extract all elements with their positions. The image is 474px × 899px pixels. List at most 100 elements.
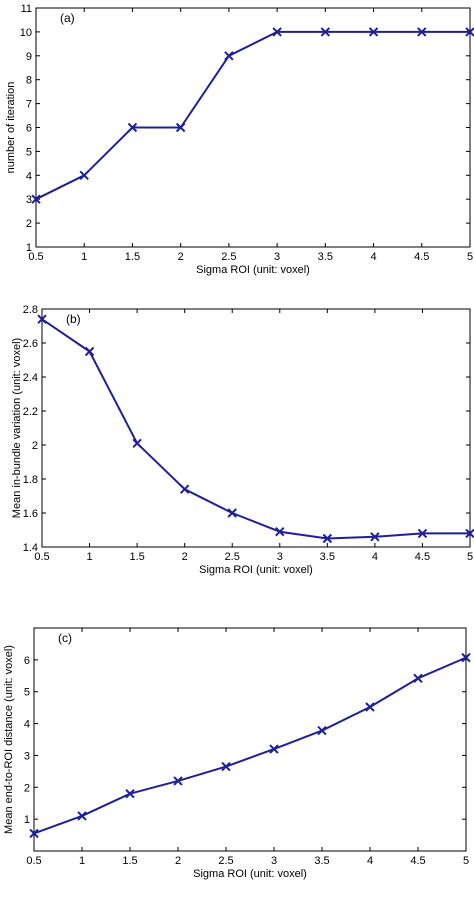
- x-tick-label-2-2: 1.5: [122, 855, 137, 867]
- y-tick-label-0-2: 3: [26, 194, 32, 206]
- y-tick-label-1-6: 2.6: [23, 338, 38, 350]
- plot-area-1: [41, 308, 471, 548]
- data-point-2-3: [173, 776, 183, 786]
- y-axis-label-1: Mean in-bundle variation (unit: voxel): [11, 338, 23, 518]
- x-tick-label-2-0: 0.5: [26, 855, 41, 867]
- x-tick-label-2-4: 2.5: [218, 855, 233, 867]
- data-point-2-0: [29, 828, 39, 839]
- x-tick-label-0-5: 3: [274, 251, 280, 263]
- data-point-0-5: [272, 27, 282, 37]
- y-tick-label-0-7: 8: [26, 75, 32, 87]
- chart-panel-2: 0.5 1 1.5 2 2.5 3 3.5 4 4.5 5 1 2 3 4 5 6 Sigma ROI (uni…: [3, 627, 471, 880]
- x-tick-label-0-6: 3.5: [318, 251, 333, 263]
- y-tick-label-0-3: 4: [26, 170, 32, 182]
- x-tick-label-0-3: 2: [178, 251, 184, 263]
- y-tick-label-0-9: 10: [20, 27, 32, 39]
- data-point-0-4: [224, 51, 234, 61]
- plot-area-2: [33, 627, 467, 852]
- y-tick-label-1-5: 2.4: [23, 372, 38, 384]
- y-tick-label-1-4: 2.2: [23, 406, 38, 418]
- x-axis-label-1: Sigma ROI (unit: voxel): [199, 564, 313, 576]
- x-tick-label-2-5: 3: [271, 855, 277, 867]
- x-tick-label-1-2: 1.5: [129, 551, 144, 563]
- y-tick-label-2-0: 1: [24, 814, 30, 826]
- x-tick-label-1-5: 3: [277, 551, 283, 563]
- panel-label-2: (c): [58, 631, 72, 645]
- y-tick-label-2-3: 4: [24, 719, 30, 731]
- data-point-2-2: [125, 788, 135, 799]
- data-point-1-0: [37, 314, 47, 324]
- x-tick-label-2-7: 4: [367, 855, 373, 867]
- data-point-1-5: [275, 526, 285, 537]
- data-point-2-4: [221, 761, 231, 772]
- x-axis-label-0: Sigma ROI (unit: voxel): [196, 264, 310, 276]
- x-tick-label-0-8: 4.5: [414, 251, 429, 263]
- y-tick-label-1-1: 1.6: [23, 508, 38, 520]
- data-point-2-7: [365, 702, 375, 712]
- y-tick-label-2-1: 2: [24, 782, 30, 794]
- y-tick-label-1-3: 2: [32, 440, 38, 452]
- y-tick-label-0-8: 9: [26, 51, 32, 63]
- x-tick-label-0-9: 5: [467, 251, 473, 263]
- y-tick-label-0-0: 1: [26, 242, 32, 254]
- data-point-0-7: [368, 27, 379, 37]
- chart-panel-1: 0.5 1 1.5 2 2.5 3 3.5 4 4.5 5 1.4 1.6 1.8 2 2.2 2.4 2.6 2…: [11, 304, 474, 576]
- x-tick-label-2-8: 4.5: [410, 855, 425, 867]
- y-tick-label-0-5: 6: [26, 123, 32, 135]
- data-point-0-6: [320, 27, 331, 37]
- y-axis-label-0: number of iteration: [5, 82, 17, 174]
- data-point-1-7: [370, 532, 380, 542]
- x-tick-label-2-3: 2: [175, 855, 181, 867]
- data-point-0-3: [175, 122, 186, 133]
- data-point-1-3: [179, 484, 190, 494]
- y-tick-label-0-1: 2: [26, 218, 32, 230]
- panel-label-0: (a): [60, 11, 75, 25]
- data-point-1-9: [465, 528, 474, 539]
- series-line-1: [41, 318, 470, 540]
- x-tick-label-1-4: 2.5: [225, 551, 240, 563]
- y-tick-label-0-6: 7: [26, 99, 32, 111]
- data-point-0-9: [465, 27, 474, 37]
- y-tick-label-2-4: 5: [24, 687, 30, 699]
- data-point-1-4: [227, 508, 237, 518]
- x-tick-label-0-4: 2.5: [221, 251, 236, 263]
- x-tick-label-2-1: 1: [79, 855, 85, 867]
- data-point-2-8: [413, 673, 423, 684]
- x-tick-label-0-7: 4: [370, 251, 376, 263]
- data-point-1-8: [417, 528, 428, 539]
- y-tick-label-0-10: 11: [21, 3, 32, 15]
- x-tick-label-1-8: 4.5: [415, 551, 430, 563]
- x-tick-label-1-1: 1: [86, 551, 92, 563]
- y-tick-label-2-2: 3: [24, 750, 30, 762]
- data-point-0-2: [127, 122, 138, 133]
- data-point-1-1: [84, 346, 95, 357]
- x-axis-label-2: Sigma ROI (unit: voxel): [193, 868, 307, 880]
- x-tick-label-1-7: 4: [372, 551, 378, 563]
- y-tick-label-1-2: 1.8: [23, 474, 38, 486]
- series-line-2: [33, 656, 467, 835]
- x-tick-label-2-9: 5: [463, 855, 469, 867]
- y-tick-label-2-5: 6: [24, 655, 30, 667]
- data-point-1-6: [322, 533, 333, 544]
- data-point-0-8: [417, 27, 427, 37]
- data-point-2-1: [77, 811, 87, 821]
- x-tick-label-0-0: 0.5: [28, 251, 43, 263]
- x-tick-label-1-3: 2: [182, 551, 188, 563]
- panel-label-1: (b): [66, 312, 81, 326]
- x-tick-label-2-6: 3.5: [314, 855, 329, 867]
- data-point-2-5: [269, 744, 279, 754]
- y-tick-label-0-4: 5: [26, 146, 32, 158]
- y-tick-label-1-0: 1.4: [23, 542, 38, 554]
- x-tick-label-0-2: 1.5: [125, 251, 140, 263]
- x-tick-label-1-0: 0.5: [34, 551, 49, 563]
- data-point-0-0: [31, 194, 41, 204]
- data-point-1-2: [132, 438, 142, 449]
- y-axis-label-2: Mean end-to-ROI distance (unit: voxel): [3, 645, 15, 834]
- data-point-2-9: [461, 652, 471, 663]
- data-point-0-1: [79, 170, 89, 181]
- x-tick-label-1-6: 3.5: [320, 551, 335, 563]
- series-line-0: [35, 30, 470, 201]
- x-tick-label-0-1: 1: [81, 251, 87, 263]
